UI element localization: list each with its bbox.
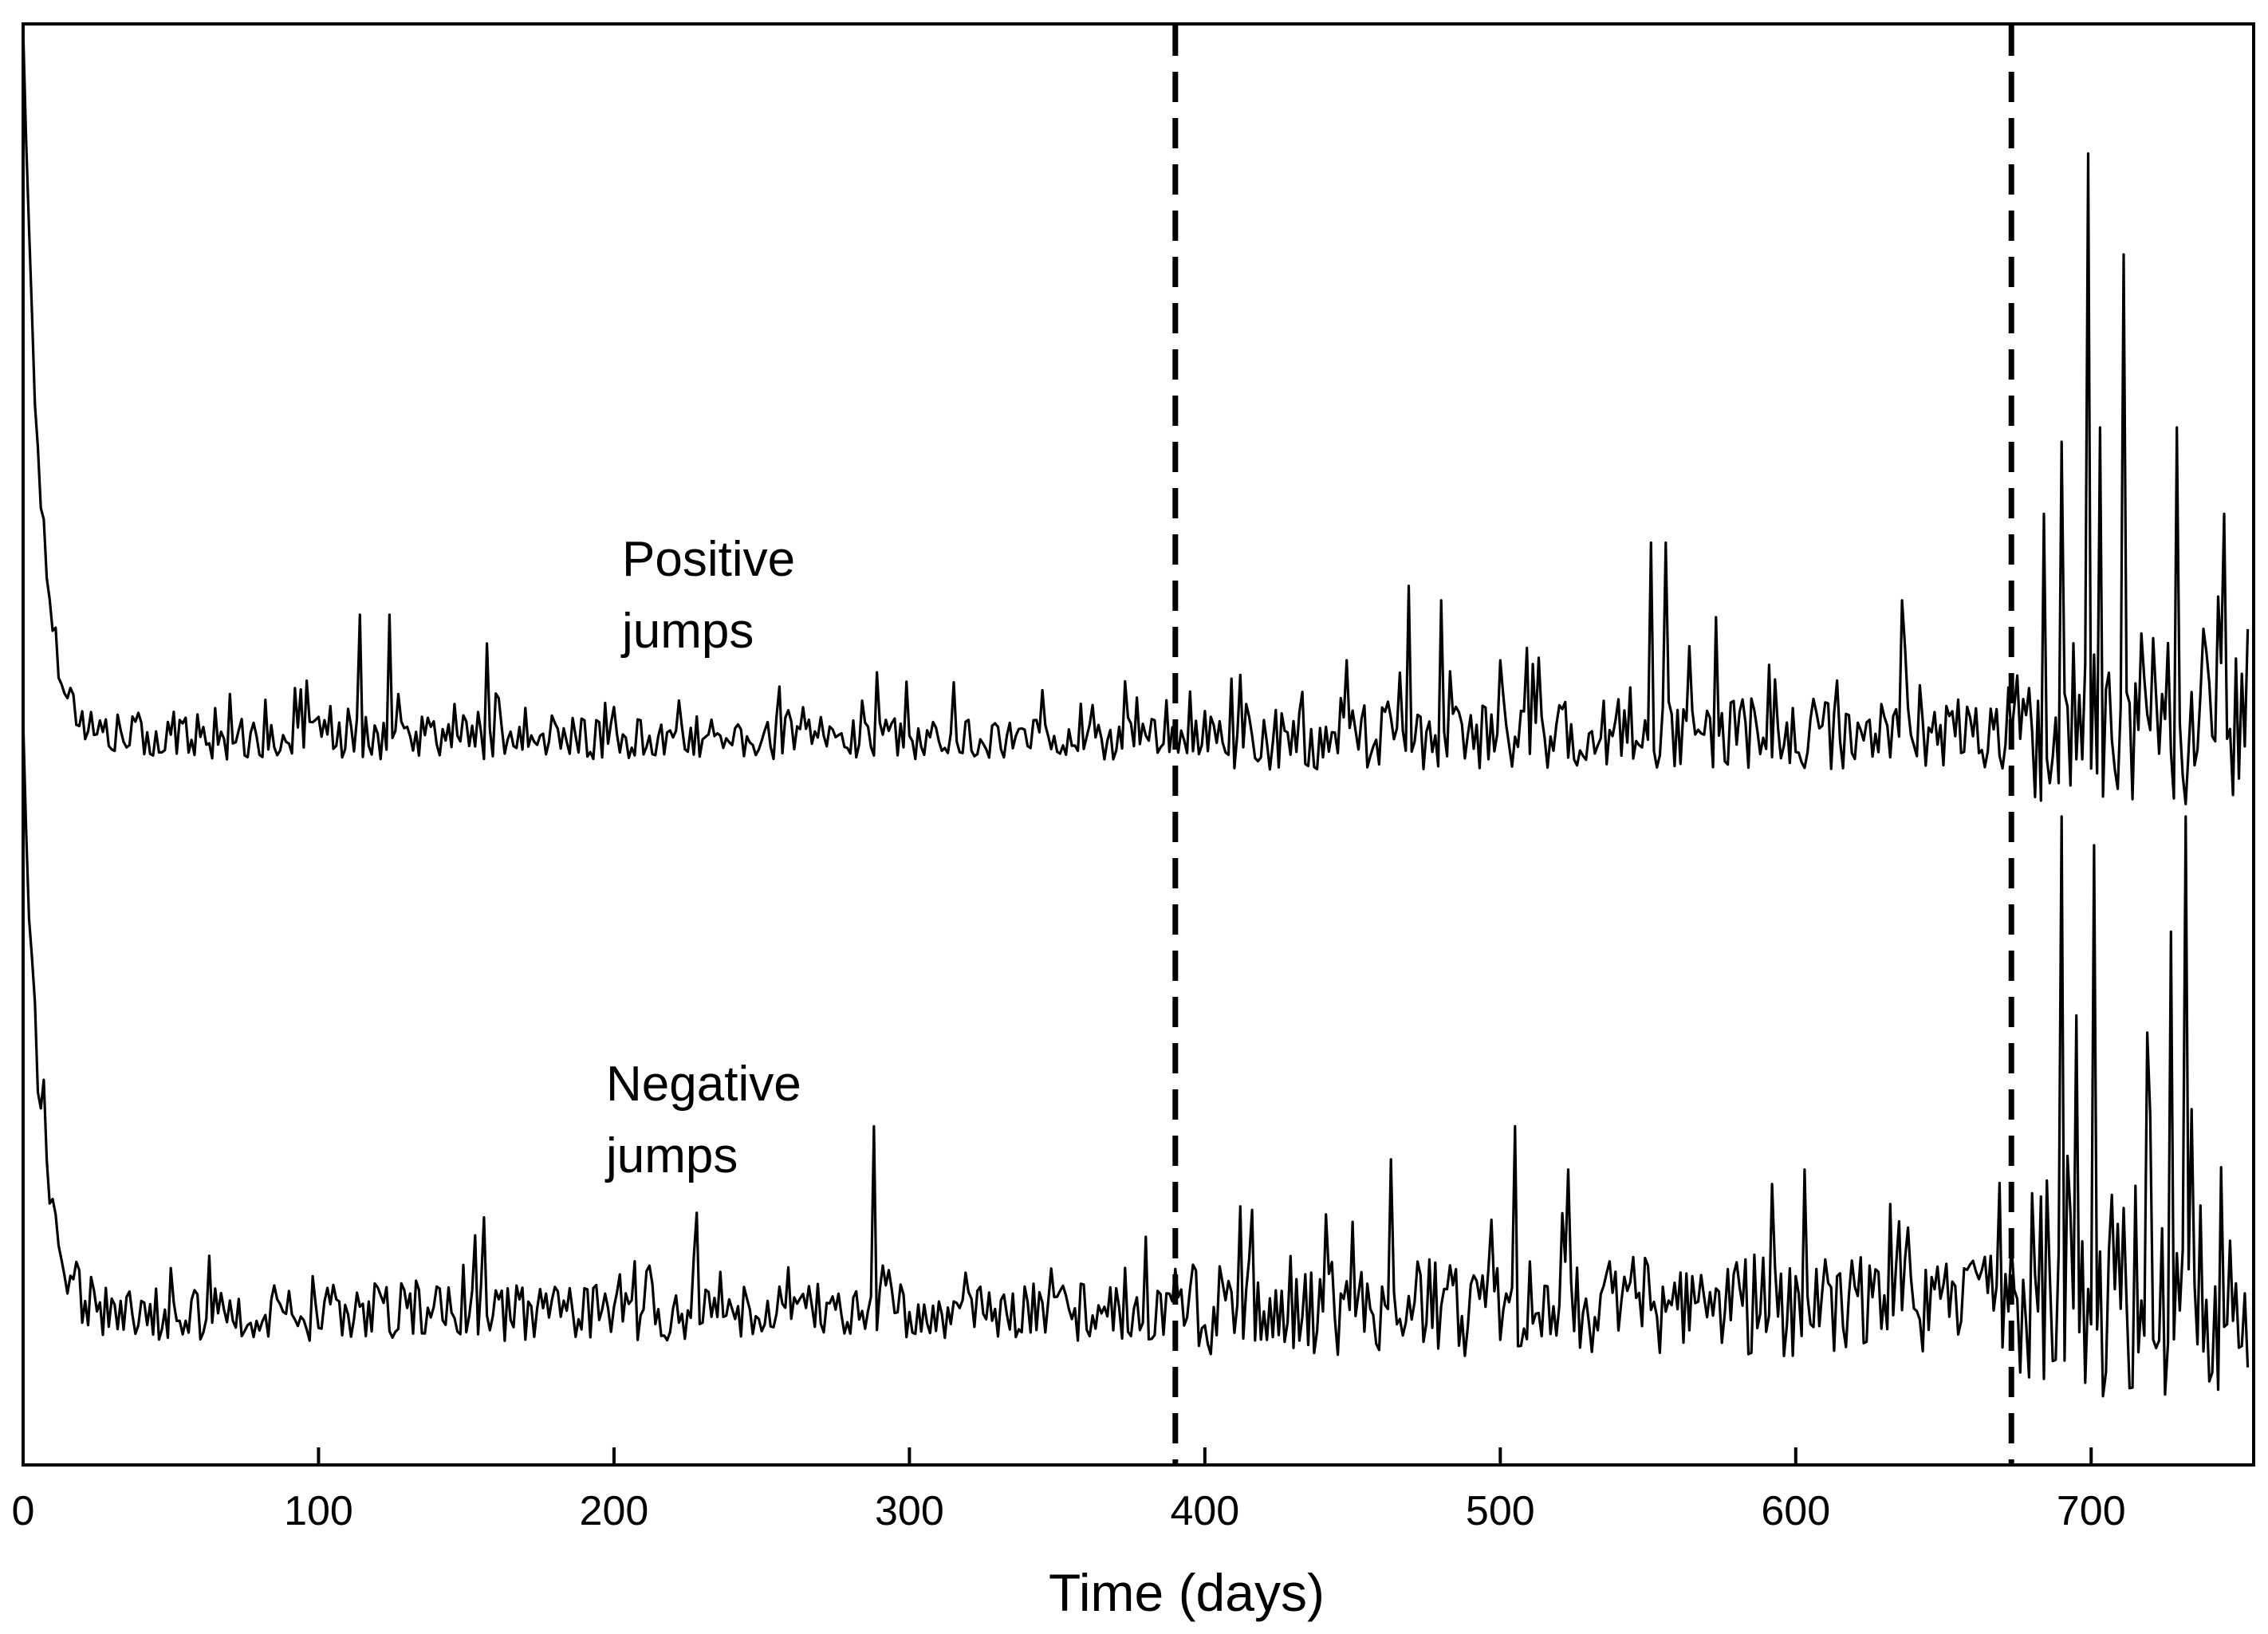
annotation-positive-line2: jumps [620, 604, 754, 659]
plot-area [22, 26, 2250, 1463]
x-tick-label: 600 [1761, 1488, 1830, 1534]
x-tick-label: 500 [1466, 1488, 1535, 1534]
x-tick-label: 300 [875, 1488, 944, 1534]
annotation-negative-line2: jumps [604, 1128, 738, 1183]
annotation-positive-line1: Positive [622, 532, 795, 587]
x-tick-label: 700 [2057, 1488, 2126, 1534]
annotation-negative-line1: Negative [606, 1057, 801, 1112]
annotations: Positive jumps Negative jumps [604, 532, 801, 1183]
series-positive-jumps [22, 28, 2250, 805]
x-tick-label: 0 [12, 1488, 35, 1534]
x-axis-title: Time (days) [1049, 1563, 1325, 1622]
axes-frame [22, 22, 2255, 1467]
series-negative-jumps [22, 719, 2250, 1398]
x-tick-label: 100 [284, 1488, 353, 1534]
x-tick-label: 200 [580, 1488, 649, 1534]
x-tick-label: 400 [1170, 1488, 1239, 1534]
x-axis-ticks: 0 100 200 300 400 500 600 700 [12, 1447, 2126, 1534]
